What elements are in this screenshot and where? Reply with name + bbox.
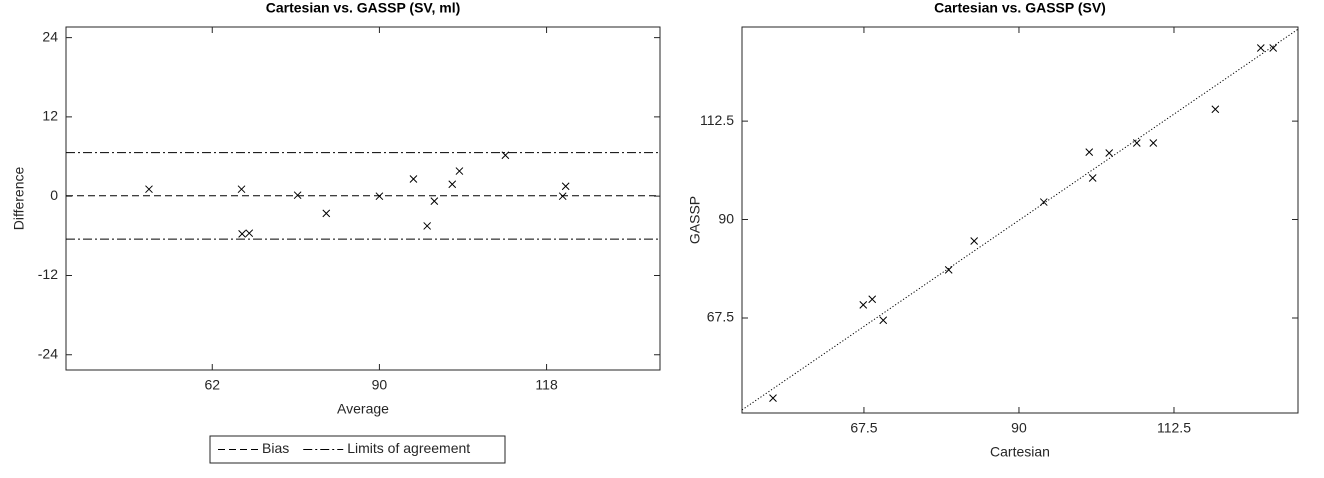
data-point [868, 295, 877, 304]
data-point [859, 301, 868, 309]
data-point [1132, 139, 1141, 147]
data-point [1256, 44, 1265, 52]
legend-label: Bias [262, 440, 289, 456]
data-point [879, 316, 888, 325]
data-point [769, 394, 777, 402]
chart-title: Cartesian vs. GASSP (SV) [934, 0, 1106, 16]
chart-title: Cartesian vs. GASSP (SV, ml) [266, 0, 461, 16]
data-point [970, 237, 979, 245]
y-tick-label: -12 [38, 266, 58, 282]
y-tick-label: 90 [718, 210, 734, 226]
data-point [558, 192, 567, 201]
legend-label: Limits of agreement [347, 440, 470, 456]
data-point [237, 185, 246, 194]
data-point [245, 229, 254, 238]
data-point [145, 185, 153, 194]
x-tick-label: 118 [535, 377, 558, 393]
data-point [1211, 105, 1220, 114]
data-point [430, 197, 439, 205]
data-point [1269, 44, 1278, 52]
data-point [375, 192, 384, 201]
data-point [1105, 149, 1114, 157]
y-tick-label: 24 [42, 28, 58, 44]
legend-box [209, 435, 506, 464]
x-axis-label: Average [337, 401, 389, 417]
y-tick-label: -24 [38, 346, 58, 362]
data-point [944, 266, 953, 274]
plot-area [65, 26, 661, 371]
x-tick-label: 62 [204, 377, 220, 393]
data-point [501, 151, 510, 160]
data-point [561, 182, 570, 191]
data-point [238, 230, 246, 238]
data-point [455, 167, 464, 175]
y-axis-label: GASSP [687, 196, 703, 244]
data-point [1149, 139, 1158, 147]
y-tick-label: 0 [50, 187, 58, 203]
x-tick-label: 90 [372, 377, 388, 393]
x-tick-label: 67.5 [850, 420, 877, 436]
x-tick-label: 112.5 [1157, 420, 1191, 436]
y-axis-label: Difference [11, 167, 27, 231]
x-tick-label: 90 [1011, 420, 1027, 436]
y-tick-label: 12 [42, 108, 58, 124]
data-point [409, 175, 418, 183]
data-point [293, 191, 302, 200]
data-point [423, 222, 432, 230]
data-point [1085, 148, 1094, 157]
data-point [1039, 198, 1048, 206]
data-point [1088, 174, 1097, 182]
fit-line [741, 28, 1299, 411]
data-point [322, 209, 331, 218]
y-tick-label: 67.5 [707, 309, 734, 325]
x-axis-label: Cartesian [990, 444, 1050, 460]
y-tick-label: 112.5 [700, 112, 734, 128]
data-point [448, 180, 457, 189]
